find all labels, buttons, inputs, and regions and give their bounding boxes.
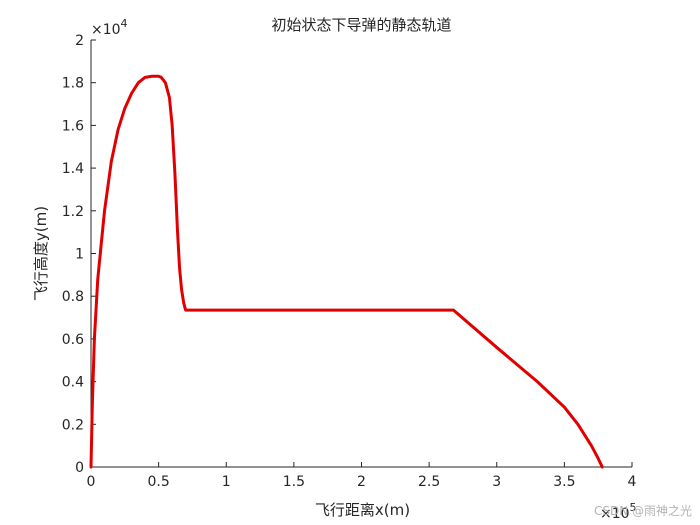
- x-axis-exponent: ×105: [600, 501, 637, 522]
- y-tick-label: 0: [75, 460, 84, 476]
- x-tick-label: 2: [357, 474, 366, 490]
- y-tick-label: 0.6: [62, 332, 84, 348]
- x-tick-label: 0.5: [147, 474, 169, 490]
- series-layer: [89, 74, 604, 469]
- trajectory-line: [89, 74, 604, 469]
- y-tick-label: 2: [75, 33, 84, 49]
- y-exponent-power: 4: [121, 17, 128, 30]
- y-tick-label: 1.6: [62, 118, 84, 134]
- y-tick-label: 1.2: [62, 204, 84, 220]
- x-axis-ticks: 0 0.5 1 1.5 2 2.5 3 3.5 4: [87, 462, 637, 490]
- x-tick-label: 1.5: [283, 474, 305, 490]
- x-exponent-power: 5: [630, 501, 637, 514]
- y-axis-title: 飞行高度y(m): [32, 206, 50, 301]
- x-tick-label: 3: [492, 474, 501, 490]
- y-tick-label: 1.8: [62, 76, 84, 92]
- y-exponent-base: ×10: [91, 22, 121, 38]
- x-tick-label: 0: [87, 474, 96, 490]
- y-tick-label: 0.8: [62, 289, 84, 305]
- watermark: CSDN @雨神之光: [593, 504, 692, 518]
- x-exponent-base: ×10: [600, 506, 630, 522]
- x-tick-label: 2.5: [418, 474, 440, 490]
- x-tick-label: 3.5: [553, 474, 575, 490]
- y-tick-label: 1: [75, 247, 84, 263]
- y-tick-label: 0.4: [62, 375, 84, 391]
- y-tick-label: 1.4: [62, 161, 84, 177]
- x-tick-label: 4: [628, 474, 637, 490]
- y-tick-label: 0.2: [62, 417, 84, 433]
- x-axis-title: 飞行距离x(m): [315, 501, 410, 519]
- chart-title: 初始状态下导弹的静态轨道: [271, 16, 451, 34]
- x-tick-label: 1: [222, 474, 231, 490]
- y-axis-ticks: 0 0.2 0.4 0.6 0.8 1 1.2 1.4 1.6 1.8 2: [62, 33, 96, 476]
- y-axis-exponent: ×104: [91, 17, 128, 38]
